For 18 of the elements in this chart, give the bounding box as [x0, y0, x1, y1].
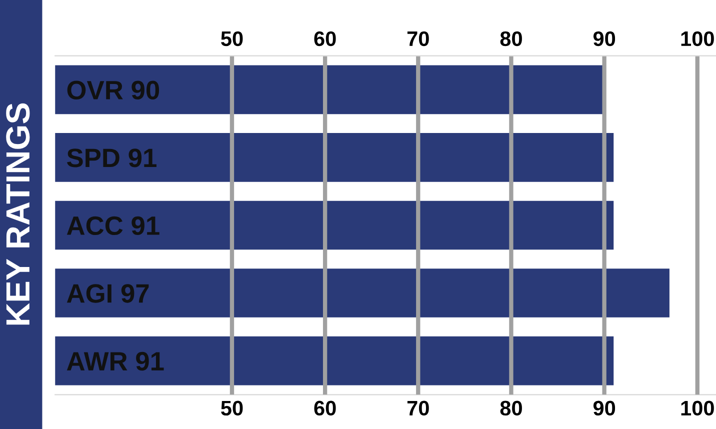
x-tick-label: 80: [500, 400, 522, 416]
y-tick-label: SPD 91: [67, 148, 156, 168]
x2-tick-label: 80: [500, 31, 522, 46]
x2-tick-label: 100: [681, 31, 714, 46]
x2-tick-label: 70: [407, 31, 429, 46]
x-tick-label: 60: [314, 400, 336, 416]
y-tick-label: AGI 97: [66, 284, 149, 303]
x-tick-label: 50: [221, 400, 243, 416]
x-tick-label: 90: [593, 400, 616, 416]
y-tick-label: ACC 91: [66, 216, 160, 236]
text: KEY RATINGS: [6, 103, 30, 325]
y-tick-label: OVR 90: [67, 80, 160, 100]
x-tick-label: 100: [681, 400, 714, 416]
x2-tick-label: 90: [593, 31, 616, 46]
x-tick-label: 70: [407, 400, 429, 416]
x2-tick-label: 50: [221, 31, 243, 46]
y-tick-label: AWR 91: [66, 352, 164, 371]
x2-tick-label: 60: [314, 31, 336, 46]
